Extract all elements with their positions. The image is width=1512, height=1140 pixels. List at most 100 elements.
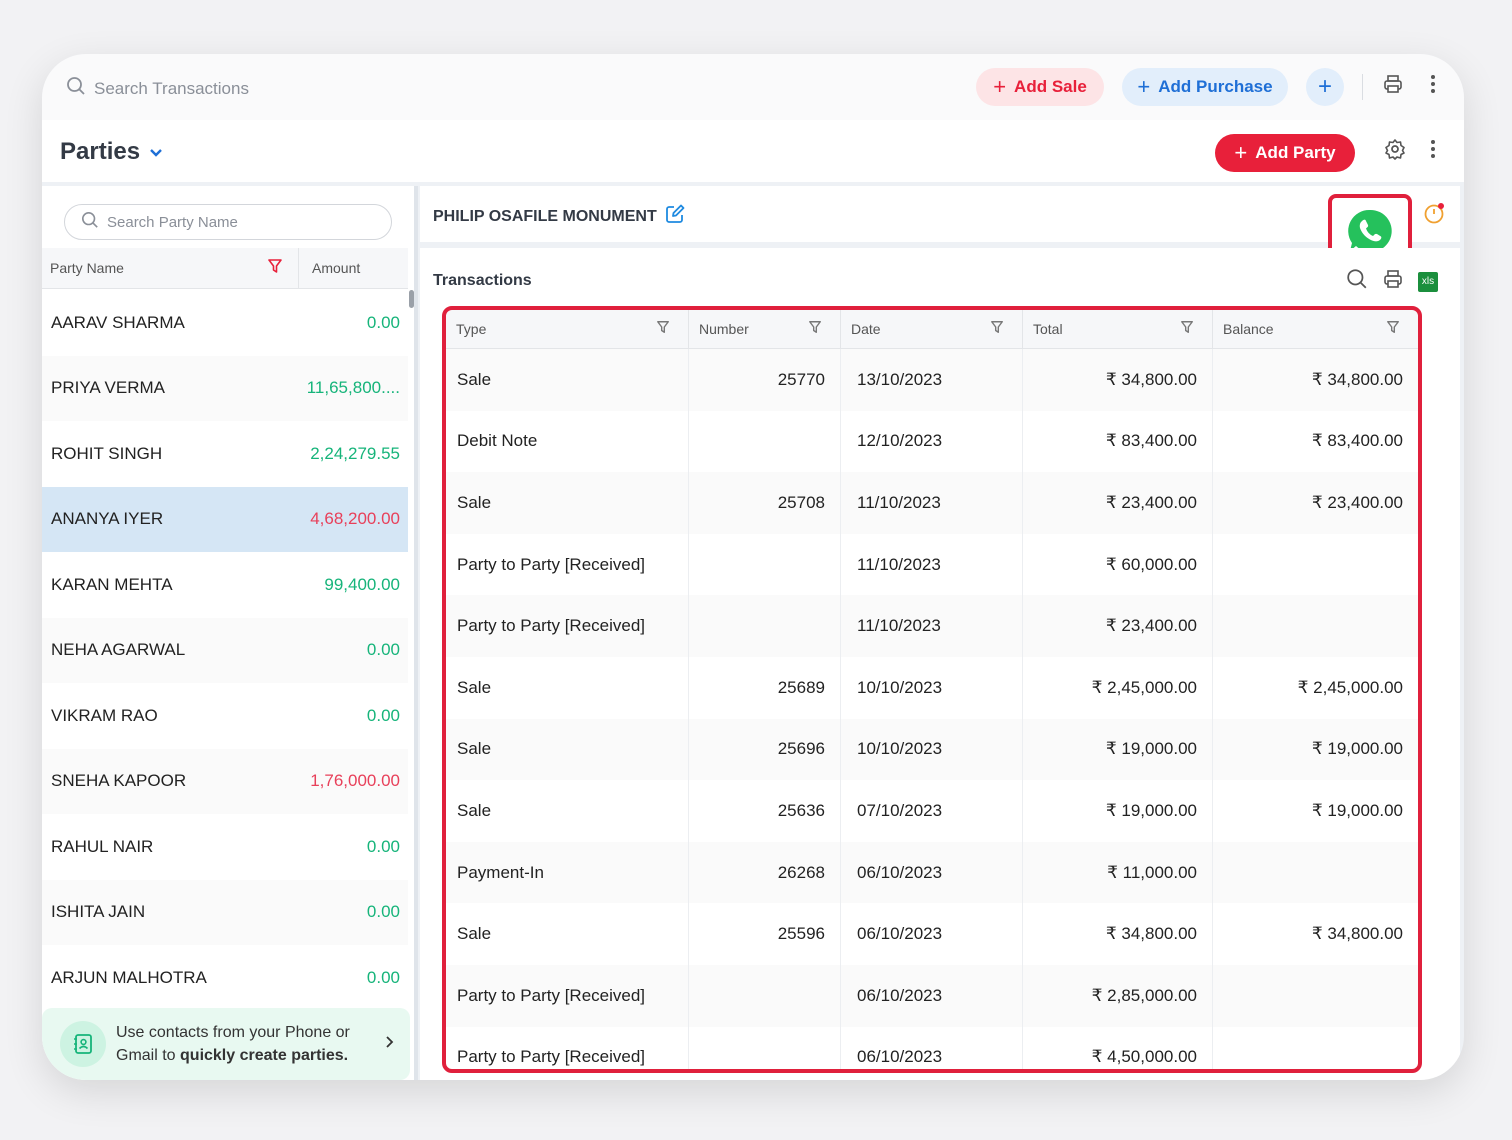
filter-icon[interactable] bbox=[268, 258, 282, 277]
party-row[interactable]: ANANYA IYER 4,68,200.00 bbox=[42, 486, 408, 552]
total-cell: ₹ 11,000.00 bbox=[1023, 841, 1213, 904]
total-cell: ₹ 19,000.00 bbox=[1023, 718, 1213, 781]
import-contacts-line2-bold: quickly create parties. bbox=[180, 1047, 349, 1064]
party-row[interactable]: KARAN MEHTA 99,400.00 bbox=[42, 552, 408, 618]
transaction-row[interactable]: Sale 25636 07/10/2023 ₹ 19,000.00 ₹ 19,000.0… bbox=[446, 780, 1418, 842]
print-button[interactable] bbox=[1379, 72, 1407, 100]
add-sale-button[interactable]: + Add Sale bbox=[976, 68, 1104, 106]
party-row[interactable]: VIKRAM RAO 0.00 bbox=[42, 683, 408, 749]
transaction-row[interactable]: Party to Party [Received] 06/10/2023 ₹ 2,8… bbox=[446, 964, 1418, 1027]
type-cell: Debit Note bbox=[446, 410, 689, 473]
type-cell: Party to Party [Received] bbox=[446, 595, 689, 657]
filter-icon[interactable] bbox=[1386, 310, 1400, 348]
app-window: Search Transactions + Add Sale + Add Pur… bbox=[42, 54, 1464, 1080]
number-cell bbox=[689, 595, 841, 657]
party-row[interactable]: AARAV SHARMA 0.00 bbox=[42, 290, 408, 356]
party-name-row: PHILIP OSAFILE MONUMENT bbox=[433, 204, 685, 229]
total-cell: ₹ 23,400.00 bbox=[1023, 595, 1213, 657]
transaction-row[interactable]: Sale 25689 10/10/2023 ₹ 2,45,000.00 ₹ 2,45,0… bbox=[446, 656, 1418, 719]
party-row[interactable]: ARJUN MALHOTRA 0.00 bbox=[42, 945, 408, 1011]
search-icon[interactable] bbox=[1346, 268, 1368, 295]
balance-column-header[interactable]: Balance bbox=[1213, 310, 1418, 348]
filter-icon[interactable] bbox=[656, 310, 670, 348]
number-column-header[interactable]: Number bbox=[689, 310, 841, 348]
balance-cell: ₹ 19,000.00 bbox=[1311, 739, 1403, 759]
search-icon bbox=[66, 76, 86, 101]
gear-icon bbox=[1384, 138, 1406, 165]
balance-cell: ₹ 34,800.00 bbox=[1311, 369, 1403, 389]
total-cell: ₹ 4,50,000.00 bbox=[1023, 1026, 1213, 1069]
date-cell: 11/10/2023 bbox=[841, 533, 1023, 596]
header-more-button[interactable] bbox=[1419, 137, 1447, 165]
filter-icon[interactable] bbox=[808, 310, 822, 348]
filter-icon[interactable] bbox=[990, 310, 1004, 348]
total-column-header[interactable]: Total bbox=[1023, 310, 1213, 348]
number-cell: 25636 bbox=[689, 780, 841, 842]
excel-icon[interactable]: xls bbox=[1418, 271, 1438, 292]
party-search-placeholder: Search Party Name bbox=[107, 213, 238, 231]
party-list-scrollbar[interactable] bbox=[409, 290, 414, 308]
date-cell: 06/10/2023 bbox=[841, 841, 1023, 904]
party-row-name: SNEHA KAPOOR bbox=[51, 771, 187, 791]
transaction-row[interactable]: Party to Party [Received] 06/10/2023 ₹ 4,5… bbox=[446, 1026, 1418, 1069]
transaction-row[interactable]: Debit Note 12/10/2023 ₹ 83,400.00 ₹ 83,400.… bbox=[446, 410, 1418, 473]
party-row-amount: 2,24,279.55 bbox=[310, 443, 400, 463]
transaction-row[interactable]: Party to Party [Received] 11/10/2023 ₹ 60,… bbox=[446, 533, 1418, 596]
party-row-name: NEHA AGARWAL bbox=[51, 640, 186, 660]
party-row[interactable]: RAHUL NAIR 0.00 bbox=[42, 814, 408, 880]
party-list-header: Party Name Amount bbox=[42, 248, 408, 289]
quick-add-button[interactable]: + bbox=[1306, 68, 1344, 106]
party-row[interactable]: SNEHA KAPOOR 1,76,000.00 bbox=[42, 748, 408, 814]
type-cell: Payment-In bbox=[446, 841, 689, 904]
transactions-search[interactable]: Search Transactions bbox=[66, 76, 249, 101]
plus-icon: + bbox=[1137, 74, 1151, 99]
party-row-name: PRIYA VERMA bbox=[51, 378, 165, 398]
date-column-header[interactable]: Date bbox=[841, 310, 1023, 348]
add-purchase-button[interactable]: + Add Purchase bbox=[1122, 68, 1288, 106]
transaction-row[interactable]: Sale 25770 13/10/2023 ₹ 34,800.00 ₹ 34,800.0… bbox=[446, 349, 1418, 411]
party-row[interactable]: ISHITA JAIN 0.00 bbox=[42, 879, 408, 945]
transaction-row[interactable]: Sale 25708 11/10/2023 ₹ 23,400.00 ₹ 23,400.0… bbox=[446, 472, 1418, 534]
type-cell: Sale bbox=[446, 656, 689, 719]
plus-icon: + bbox=[1234, 140, 1248, 165]
timer-icon bbox=[1423, 203, 1445, 228]
date-cell: 12/10/2023 bbox=[841, 410, 1023, 473]
panel-divider bbox=[414, 186, 418, 1080]
number-cell: 26268 bbox=[689, 841, 841, 904]
party-search-input[interactable]: Search Party Name bbox=[64, 204, 392, 240]
page-title-dropdown[interactable]: Parties bbox=[60, 138, 164, 166]
party-detail-header: PHILIP OSAFILE MONUMENT bbox=[420, 186, 1460, 242]
printer-icon[interactable] bbox=[1382, 268, 1404, 295]
transactions-search-placeholder: Search Transactions bbox=[94, 78, 249, 98]
filter-icon[interactable] bbox=[1180, 310, 1194, 348]
import-contacts-banner[interactable]: Use contacts from your Phone or Gmail to… bbox=[42, 1008, 410, 1080]
search-icon bbox=[81, 211, 99, 233]
party-row-amount: 0.00 bbox=[366, 967, 400, 987]
transaction-row[interactable]: Sale 25696 10/10/2023 ₹ 19,000.00 ₹ 19,000.0… bbox=[446, 718, 1418, 781]
party-row[interactable]: ROHIT SINGH 2,24,279.55 bbox=[42, 421, 408, 487]
type-cell: Party to Party [Received] bbox=[446, 1026, 689, 1069]
date-cell: 10/10/2023 bbox=[841, 656, 1023, 719]
add-party-label: Add Party bbox=[1255, 143, 1336, 162]
more-vertical-icon bbox=[1430, 74, 1436, 99]
add-party-button[interactable]: + Add Party bbox=[1215, 134, 1355, 172]
contacts-icon bbox=[60, 1021, 106, 1067]
number-cell bbox=[689, 1026, 841, 1069]
transaction-row[interactable]: Sale 25596 06/10/2023 ₹ 34,800.00 ₹ 34,800.0… bbox=[446, 903, 1418, 965]
party-row-name: ISHITA JAIN bbox=[51, 902, 146, 922]
transaction-row[interactable]: Payment-In 26268 06/10/2023 ₹ 11,000.00 bbox=[446, 841, 1418, 904]
toolbar-divider bbox=[1362, 74, 1363, 100]
party-row[interactable]: NEHA AGARWAL 0.00 bbox=[42, 617, 408, 683]
reminder-button[interactable] bbox=[1423, 202, 1445, 229]
edit-icon[interactable] bbox=[665, 204, 685, 229]
party-row[interactable]: PRIYA VERMA 11,65,800.... bbox=[42, 355, 408, 421]
date-cell: 06/10/2023 bbox=[841, 964, 1023, 1027]
total-cell: ₹ 34,800.00 bbox=[1023, 903, 1213, 965]
party-row-name: KARAN MEHTA bbox=[51, 574, 173, 594]
topbar-more-button[interactable] bbox=[1419, 72, 1447, 100]
settings-button[interactable] bbox=[1381, 137, 1409, 165]
number-cell: 25689 bbox=[689, 656, 841, 719]
transaction-row[interactable]: Party to Party [Received] 11/10/2023 ₹ 23,… bbox=[446, 595, 1418, 657]
type-column-header[interactable]: Type bbox=[446, 310, 689, 348]
column-divider bbox=[298, 248, 299, 288]
